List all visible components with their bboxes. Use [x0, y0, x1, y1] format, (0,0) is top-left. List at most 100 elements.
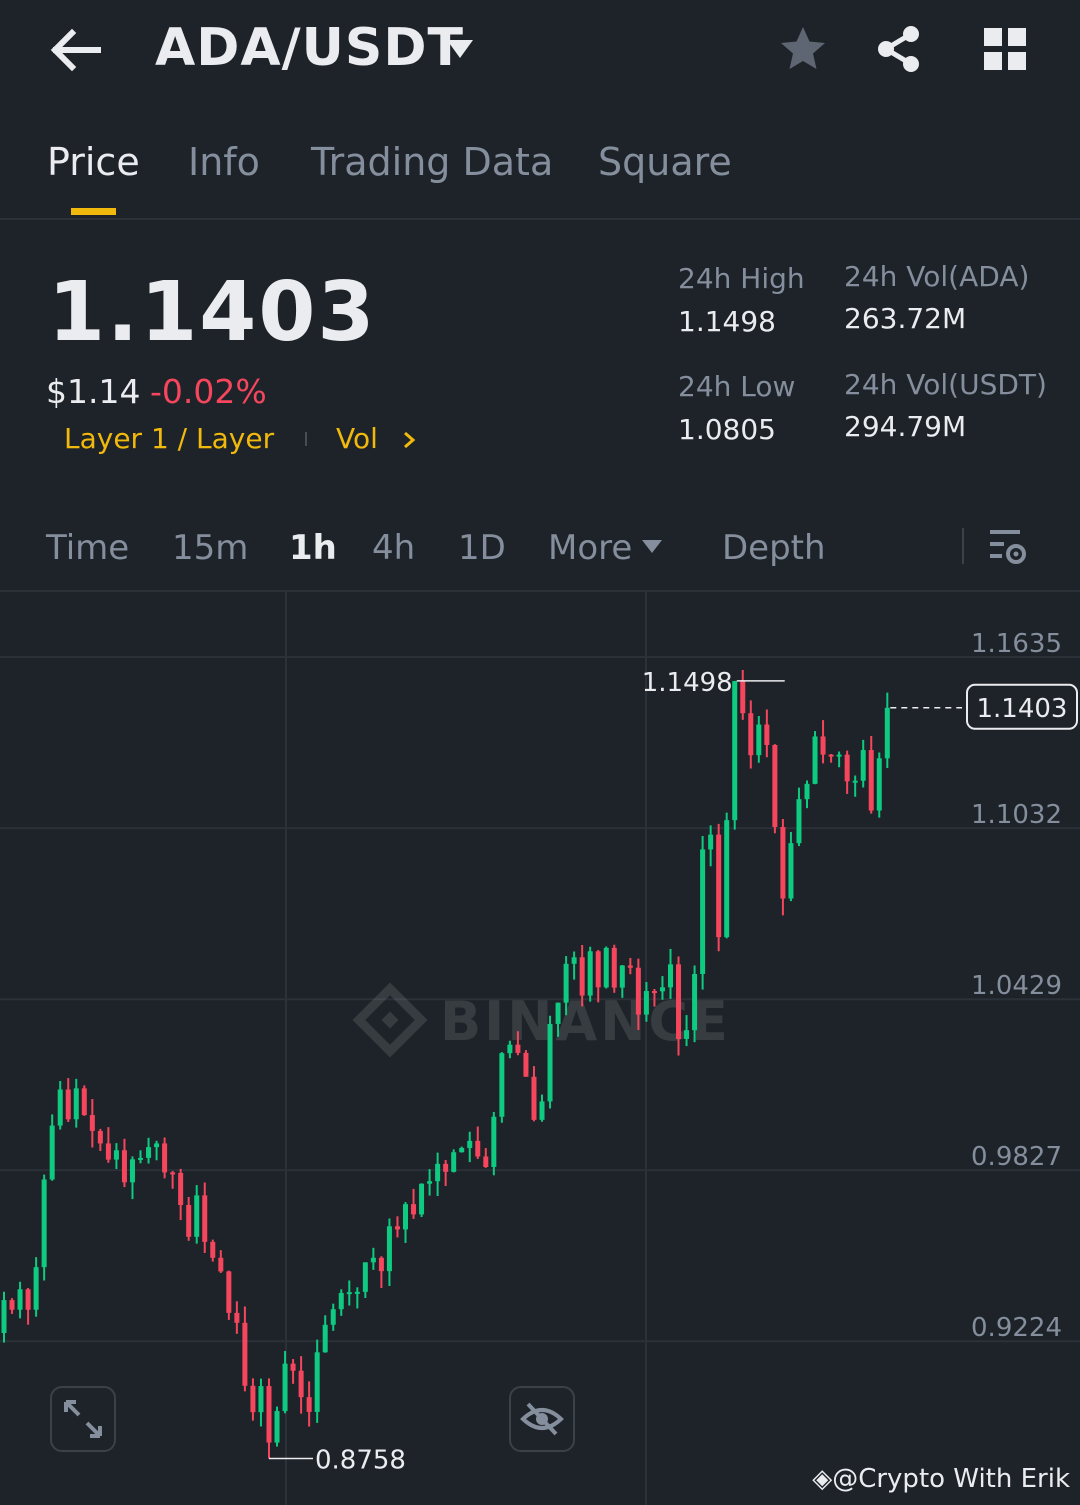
- candle: [362, 1262, 368, 1298]
- interval-15m[interactable]: 15m: [172, 528, 249, 568]
- hide-indicators-button[interactable]: [509, 1386, 575, 1452]
- more-caret-icon[interactable]: [642, 540, 662, 554]
- candle: [113, 1143, 119, 1169]
- candle: [250, 1378, 256, 1421]
- candle: [788, 831, 794, 902]
- pair-title[interactable]: ADA/USDT: [155, 18, 464, 78]
- chevron-right-icon[interactable]: [402, 430, 416, 450]
- candle: [651, 988, 657, 1007]
- vol-tag[interactable]: Vol: [336, 422, 378, 455]
- candle: [676, 956, 682, 1056]
- candle: [796, 787, 802, 847]
- candle: [89, 1099, 95, 1148]
- candle: [435, 1152, 441, 1196]
- candle: [868, 735, 874, 814]
- category-tag[interactable]: Layer 1 / Layer: [64, 422, 275, 455]
- current-price-label: 1.1403: [977, 694, 1068, 724]
- candle: [587, 946, 593, 1002]
- candle: [836, 751, 842, 768]
- interval-1d[interactable]: 1D: [458, 528, 506, 568]
- current-price-box[interactable]: 1.1403: [966, 683, 1078, 730]
- stat-label-24h-vol-ada: 24h Vol(ADA): [844, 260, 1030, 293]
- candle: [547, 1015, 553, 1109]
- star-icon[interactable]: [778, 24, 828, 74]
- candle: [242, 1306, 248, 1392]
- y-tick-label: 0.9224: [971, 1313, 1062, 1343]
- candle: [555, 1002, 561, 1037]
- candle: [515, 1031, 521, 1056]
- stat-label-24h-high: 24h High: [678, 262, 805, 295]
- candle: [202, 1182, 208, 1254]
- candle: [852, 775, 858, 797]
- candle: [121, 1138, 127, 1188]
- active-tab-indicator: [71, 208, 116, 215]
- candle: [57, 1081, 63, 1130]
- candle: [684, 1015, 690, 1047]
- candle: [619, 964, 625, 998]
- stat-value-24h-high: 1.1498: [678, 305, 776, 338]
- candle: [876, 752, 882, 818]
- candle: [732, 680, 738, 830]
- interval-1h[interactable]: 1h: [289, 528, 337, 568]
- candle: [756, 715, 762, 763]
- candle: [274, 1406, 280, 1447]
- candle: [194, 1185, 200, 1244]
- candle: [603, 946, 609, 989]
- candle: [716, 823, 722, 952]
- candle: [627, 958, 633, 975]
- back-arrow-icon[interactable]: [50, 28, 102, 72]
- y-tick-label: 1.1635: [971, 629, 1062, 659]
- tab-info[interactable]: Info: [188, 140, 260, 184]
- candle: [780, 819, 786, 916]
- candle: [1, 1291, 7, 1343]
- candle: [154, 1140, 160, 1161]
- candle: [443, 1159, 449, 1186]
- tag-divider: [305, 432, 307, 446]
- dropdown-caret-icon[interactable]: [446, 38, 474, 60]
- candle: [282, 1351, 288, 1414]
- chart-settings-icon[interactable]: [990, 528, 1028, 566]
- tab-square[interactable]: Square: [598, 140, 732, 184]
- candle: [812, 731, 818, 785]
- interval-more[interactable]: More: [548, 528, 633, 568]
- y-tick-label: 0.9827: [971, 1142, 1062, 1172]
- y-tick-label: 1.0429: [971, 971, 1062, 1001]
- candle: [226, 1270, 232, 1320]
- interval-4h[interactable]: 4h: [372, 528, 416, 568]
- tab-bar: Price Info Trading Data Square: [0, 128, 1080, 220]
- usd-price: $1.14: [46, 372, 141, 411]
- candle: [772, 744, 778, 834]
- candle: [81, 1085, 87, 1116]
- interval-depth[interactable]: Depth: [722, 528, 826, 568]
- candle: [210, 1239, 216, 1262]
- eye-off-icon: [520, 1402, 564, 1436]
- candle: [667, 948, 673, 999]
- expand-icon: [64, 1400, 102, 1438]
- candle: [708, 825, 714, 867]
- grid-icon[interactable]: [984, 28, 1026, 70]
- stat-value-24h-vol-ada: 263.72M: [844, 302, 967, 335]
- candle: [467, 1131, 473, 1163]
- candle: [427, 1169, 433, 1196]
- tab-price[interactable]: Price: [47, 140, 140, 184]
- candle: [298, 1356, 304, 1414]
- price-change: -0.02%: [150, 372, 267, 411]
- candle: [419, 1183, 425, 1218]
- fullscreen-button[interactable]: [50, 1386, 116, 1452]
- interval-divider: [962, 528, 964, 564]
- stat-label-24h-vol-usdt: 24h Vol(USDT): [844, 368, 1047, 401]
- candle: [170, 1171, 176, 1189]
- candle: [290, 1359, 296, 1384]
- candle: [523, 1050, 529, 1077]
- interval-time[interactable]: Time: [46, 528, 130, 568]
- candle: [178, 1168, 184, 1221]
- tab-trading-data[interactable]: Trading Data: [311, 140, 554, 184]
- candle: [828, 754, 834, 763]
- candle: [97, 1128, 103, 1151]
- candle: [218, 1250, 224, 1273]
- candle: [162, 1137, 168, 1179]
- author-watermark: ◈@Crypto With Erik: [812, 1464, 1070, 1494]
- y-tick-label: 1.1032: [971, 800, 1062, 830]
- candlestick-chart[interactable]: BINANCE 1.16351.10321.04290.98270.92241.…: [0, 592, 1080, 1505]
- share-icon[interactable]: [874, 24, 924, 74]
